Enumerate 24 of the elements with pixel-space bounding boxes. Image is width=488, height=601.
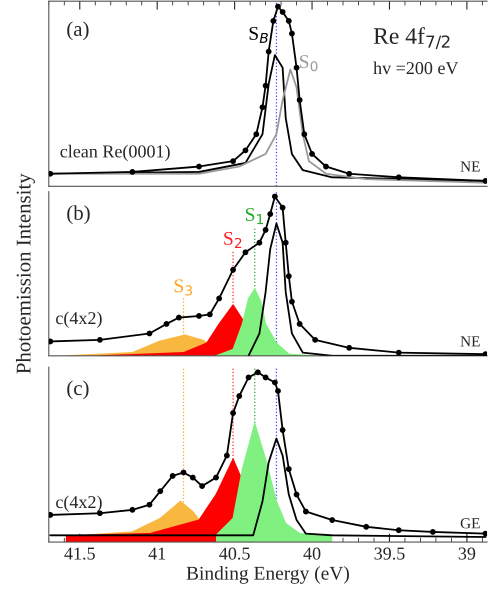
x-tick-label: 41 — [148, 548, 166, 560]
ref-line-label: S$_{1}$ — [246, 208, 264, 224]
ref-line-label: S$_{3}$ — [174, 279, 192, 296]
x-axis-title: Binding Energy (eV) — [186, 566, 349, 584]
annotation: (b) — [67, 205, 90, 224]
ref-line-label: S$_{2}$ — [224, 232, 242, 248]
annotation: GE — [460, 518, 480, 528]
annotation: (c) — [67, 380, 89, 400]
x-tick-label: 41.5 — [64, 548, 95, 560]
annotation: clean Re(0001) — [60, 144, 170, 162]
annotation: Re 4f$_{7/2}$ — [374, 27, 450, 50]
x-tick-label: 39.5 — [374, 548, 405, 560]
x-tick-label: 40 — [303, 547, 320, 560]
x-tick-label: 40.5 — [219, 547, 250, 560]
series-label: S$_{B}$ — [250, 26, 268, 43]
annotation: (a) — [67, 21, 89, 40]
annotation: hv =200 eV — [373, 62, 458, 74]
annotation: c(4x2) — [56, 495, 102, 512]
series-label: S$_{0}$ — [300, 55, 318, 72]
annotation: NE — [460, 336, 480, 346]
y-axis-title: Photoemission Intensity — [16, 173, 35, 374]
x-tick-label: 39 — [458, 548, 476, 560]
annotation: NE — [460, 161, 480, 172]
annotation: c(4x2) — [56, 312, 102, 328]
